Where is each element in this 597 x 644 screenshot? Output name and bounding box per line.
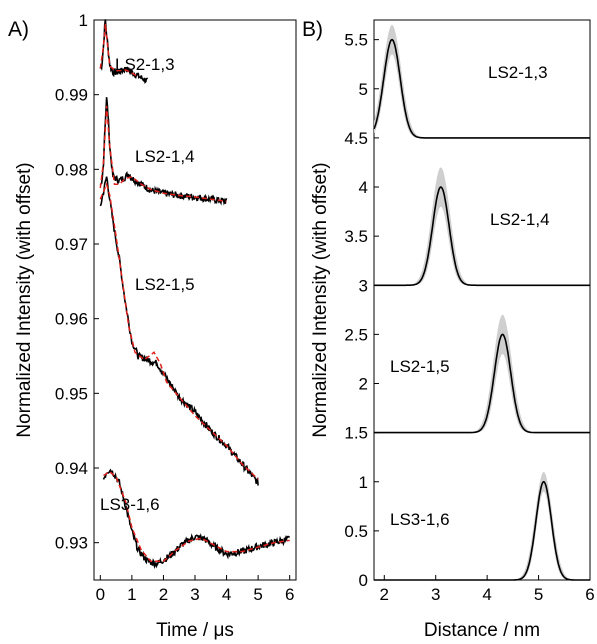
a-y-tick-label: 0.98 xyxy=(55,160,88,179)
b-y-tick-label: 1 xyxy=(359,473,368,492)
a-y-tick-label: 0.95 xyxy=(55,384,88,403)
b-distribution-label: LS3-1,6 xyxy=(390,510,450,529)
panel-b-y-axis-label: Normalized Intensity (with offset) xyxy=(310,162,331,437)
a-series-fit xyxy=(99,182,259,480)
panel-a-x-ticks: 0 1 2 3 4 5 6 xyxy=(96,575,294,604)
panel-b: B) 0 0.5 1 1.5 2 2.5 3 3.5 4 4.5 5 5.5 2 3 4 5 6 LS2-1,… xyxy=(302,18,595,641)
panel-a-y-ticks: 0.93 0.94 0.95 0.96 0.97 0.98 0.99 1 xyxy=(55,11,99,553)
b-distribution-line xyxy=(373,38,590,139)
panel-b-x-axis-label: Distance / nm xyxy=(424,620,540,641)
panel-b-x-ticks: 2 3 4 5 6 xyxy=(380,575,595,604)
b-x-tick-label: 5 xyxy=(534,585,543,604)
b-x-tick-label: 3 xyxy=(431,585,440,604)
a-x-tick-label: 1 xyxy=(127,585,136,604)
panel-b-bands xyxy=(374,25,590,580)
b-distribution-label: LS2-1,4 xyxy=(490,210,550,229)
a-x-tick-label: 0 xyxy=(96,585,105,604)
b-distribution-label: LS2-1,3 xyxy=(488,63,548,82)
a-series-label: LS3-1,6 xyxy=(100,495,160,514)
b-y-tick-label: 0 xyxy=(359,571,368,590)
a-x-tick-label: 4 xyxy=(222,585,231,604)
b-y-tick-label: 3.5 xyxy=(344,227,368,246)
b-y-tick-label: 2 xyxy=(359,375,368,394)
panel-b-label: B) xyxy=(302,18,323,41)
a-y-tick-label: 0.97 xyxy=(55,235,88,254)
a-x-tick-label: 3 xyxy=(190,585,199,604)
panel-a-x-axis-label: Time / μs xyxy=(156,620,234,641)
a-series-fit xyxy=(103,470,290,563)
a-series-label: LS2-1,5 xyxy=(135,275,195,294)
a-y-tick-label: 0.99 xyxy=(55,86,88,105)
b-y-tick-label: 0.5 xyxy=(344,522,368,541)
panel-b-y-ticks: 0 0.5 1 1.5 2 2.5 3 3.5 4 4.5 5 5.5 xyxy=(344,31,379,590)
a-series-label: LS2-1,4 xyxy=(135,147,195,166)
b-y-tick-label: 4 xyxy=(359,178,368,197)
a-y-tick-label: 0.93 xyxy=(55,534,88,553)
panel-b-annotations: LS2-1,3 LS2-1,4 LS2-1,5 LS3-1,6 xyxy=(390,63,550,529)
a-series-line xyxy=(99,176,259,486)
a-y-tick-label: 0.96 xyxy=(55,310,88,329)
a-x-tick-label: 6 xyxy=(285,585,294,604)
b-y-tick-label: 2.5 xyxy=(344,325,368,344)
b-y-tick-label: 4.5 xyxy=(344,129,368,148)
panel-a-annotations: LS2-1,3 LS2-1,4 LS2-1,5 LS3-1,6 xyxy=(100,55,195,514)
panel-b-series xyxy=(373,38,590,581)
b-y-tick-label: 5 xyxy=(359,80,368,99)
b-y-tick-label: 1.5 xyxy=(344,424,368,443)
a-x-tick-label: 5 xyxy=(253,585,262,604)
a-series-fit xyxy=(99,105,227,203)
a-y-tick-label: 0.94 xyxy=(55,459,88,478)
panel-a-label: A) xyxy=(8,18,29,41)
b-uncertainty-band xyxy=(374,25,590,138)
panel-a-y-axis-label: Normalized Intensity (with offset) xyxy=(14,162,35,437)
b-y-tick-label: 5.5 xyxy=(344,31,368,50)
a-x-tick-label: 2 xyxy=(159,585,168,604)
panel-b-frame xyxy=(373,19,591,581)
b-distribution-line xyxy=(374,333,590,434)
b-y-tick-label: 3 xyxy=(359,276,368,295)
b-distribution-line xyxy=(374,186,590,287)
a-y-tick-label: 1 xyxy=(79,11,88,30)
b-distribution-line xyxy=(374,480,590,581)
panel-a-series xyxy=(99,19,290,569)
b-x-tick-label: 4 xyxy=(482,585,491,604)
b-distribution-label: LS2-1,5 xyxy=(390,357,450,376)
b-uncertainty-band xyxy=(374,167,590,286)
a-series-line xyxy=(102,468,290,569)
panel-a: A) 0.93 0.94 0.95 0.96 0.97 0.98 0.99 1 0 1 2 3 4 5 6… xyxy=(8,11,297,641)
b-x-tick-label: 2 xyxy=(380,585,389,604)
b-x-tick-label: 6 xyxy=(585,585,594,604)
a-series-label: LS2-1,3 xyxy=(115,55,175,74)
